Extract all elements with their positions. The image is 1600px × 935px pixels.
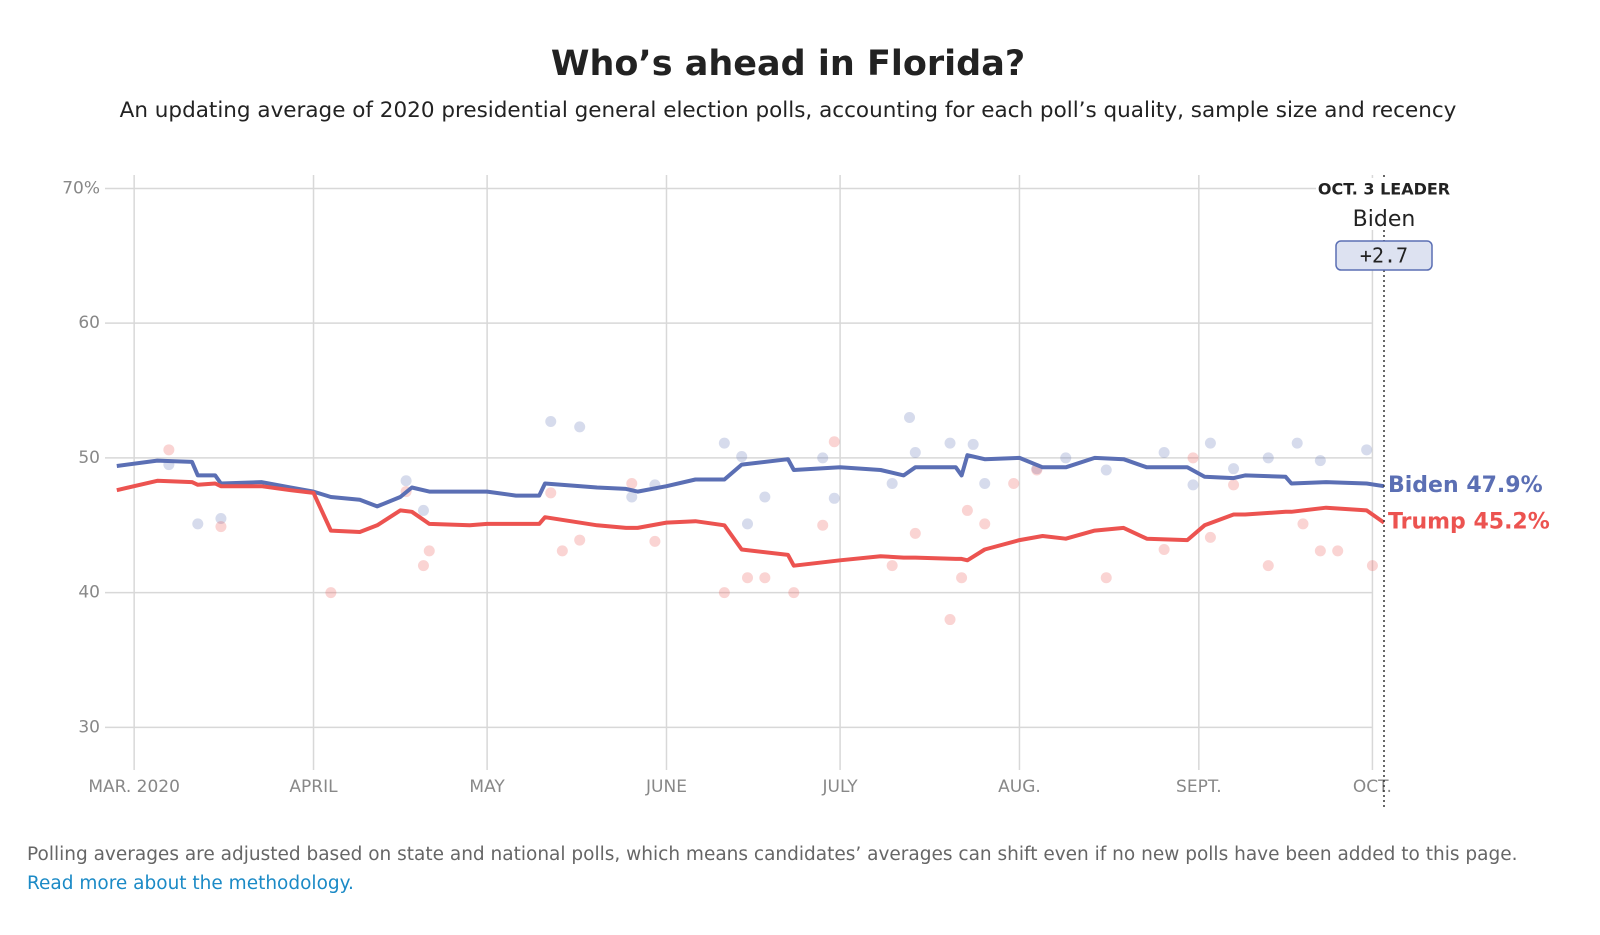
poll-dot (1297, 518, 1309, 530)
leader-name: Biden (1353, 207, 1416, 232)
poll-dot (828, 436, 840, 448)
series-line (116, 478, 1386, 568)
end-label: Trump 45.2% (1388, 510, 1550, 535)
poll-dot (1314, 455, 1326, 467)
poll-dot (742, 518, 753, 530)
grid: 70% 60 50 40 30 MAR. 2020 APRIL MAY JUNE JULY AUG.… (62, 175, 1392, 797)
poll-dot (325, 587, 337, 599)
poll-dot (718, 587, 730, 599)
poll-dot (545, 487, 557, 499)
poll-dot (400, 475, 412, 487)
y-tick-label: 30 (78, 717, 100, 737)
poll-dot (192, 518, 204, 530)
poll-dot (417, 560, 429, 572)
poll-dot (215, 513, 227, 525)
poll-dot (742, 572, 753, 584)
poll-dot (967, 438, 979, 450)
chart: Who’s ahead in Florida? An updating aver… (62, 44, 1550, 810)
poll-dot (1291, 437, 1303, 449)
poll-dot (1204, 437, 1216, 449)
poll-dot (759, 491, 771, 503)
y-tick-label: 60 (78, 313, 100, 333)
poll-dot (215, 521, 227, 533)
poll-dot (956, 572, 968, 584)
marks: Biden 47.9%Trump 45.2%OCT. 3 LEADERBiden… (116, 175, 1550, 810)
poll-dot (828, 492, 840, 504)
poll-dot (979, 518, 991, 530)
poll-dot (1060, 452, 1072, 464)
poll-dot (1314, 545, 1326, 557)
end-label-name: Biden (1388, 473, 1459, 498)
poll-dot (1100, 572, 1112, 584)
series-line (116, 453, 1385, 509)
x-tick-label: JUNE (645, 777, 687, 797)
poll-dot (1008, 477, 1020, 489)
poll-dot (817, 452, 829, 464)
poll-dot (626, 477, 638, 489)
poll-dot (979, 477, 991, 489)
poll-dot (718, 437, 730, 449)
poll-dot (1228, 463, 1240, 475)
poll-dot (545, 416, 557, 428)
poll-dot (788, 587, 800, 599)
poll-dot (1158, 544, 1170, 556)
end-label: Biden 47.9% (1388, 473, 1543, 498)
poll-dot (1361, 444, 1373, 456)
poll-dot (574, 421, 586, 433)
poll-dot (886, 477, 898, 489)
poll-dot (961, 504, 973, 516)
poll-dot (574, 534, 586, 546)
annotation-bg (1316, 178, 1452, 230)
x-tick-label: SEPT. (1176, 777, 1222, 797)
poll-dot (886, 560, 898, 572)
poll-dot (626, 491, 638, 503)
poll-dot (1262, 452, 1274, 464)
poll-dot (736, 451, 748, 463)
poll-dot (944, 437, 956, 449)
poll-dot (1204, 531, 1216, 543)
leader-title: OCT. 3 LEADER (1318, 180, 1450, 199)
x-tick-label: MAY (469, 777, 505, 797)
chart-title: Who’s ahead in Florida? (551, 44, 1025, 84)
x-tick-label: MAR. 2020 (88, 777, 180, 797)
poll-dot (1158, 447, 1170, 459)
y-tick-label: 50 (78, 448, 100, 468)
y-tick-label: 40 (78, 583, 100, 603)
end-label-name: Trump (1388, 510, 1466, 535)
x-tick-label: AUG. (998, 777, 1041, 797)
y-tick-label: 70% (62, 178, 100, 198)
poll-dot (817, 519, 829, 531)
poll-dot (1100, 464, 1112, 476)
poll-dot (1332, 545, 1344, 557)
poll-dot (904, 411, 916, 423)
poll-dot (759, 572, 771, 584)
poll-dot (163, 444, 175, 456)
poll-dot (1366, 560, 1378, 572)
margin-box (1335, 240, 1433, 271)
chart-subtitle: An updating average of 2020 presidential… (120, 98, 1457, 123)
poll-dot (1187, 479, 1199, 491)
margin-label: +2.7 (1360, 244, 1408, 268)
poll-dot (1187, 452, 1199, 464)
poll-dot (944, 614, 956, 626)
poll-dot (649, 535, 661, 547)
end-label-value: 45.2% (1473, 510, 1549, 535)
poll-dot (1262, 560, 1274, 572)
methodology-link[interactable]: Read more about the methodology. (27, 873, 354, 894)
poll-dot (1228, 479, 1240, 491)
footnote-text: Polling averages are adjusted based on s… (27, 844, 1518, 865)
poll-dot (556, 545, 568, 557)
poll-dot (423, 545, 435, 557)
poll-dot (909, 447, 921, 459)
x-tick-label: OCT. (1353, 777, 1392, 797)
x-tick-label: JULY (822, 777, 859, 797)
footnote: Polling averages are adjusted based on s… (27, 840, 1557, 898)
end-label-value: 47.9% (1466, 473, 1542, 498)
x-tick-label: APRIL (289, 777, 338, 797)
poll-dot (417, 504, 429, 516)
poll-dot (909, 527, 921, 539)
